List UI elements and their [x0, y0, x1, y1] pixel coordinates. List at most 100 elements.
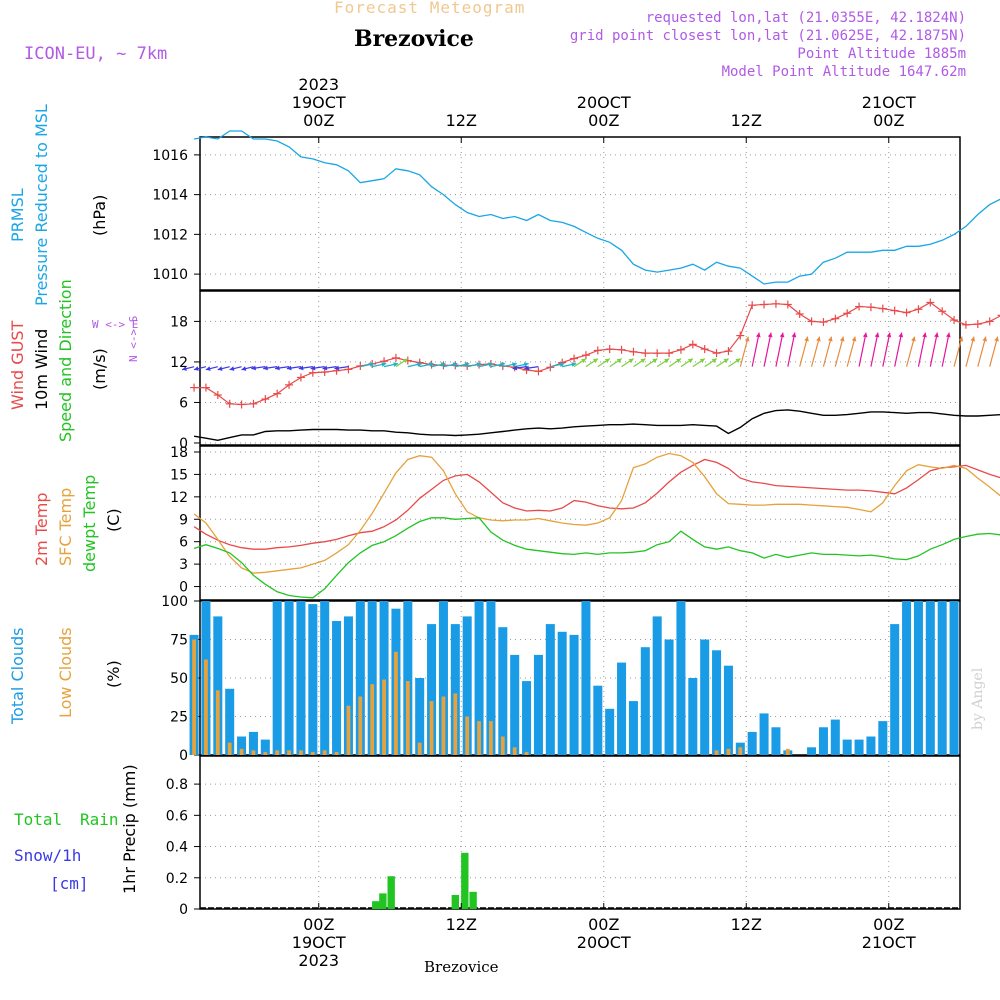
y-tick-label: 12	[170, 355, 188, 371]
low-cloud-bar	[334, 751, 339, 755]
requested-coords: requested lon,lat (21.0355E, 42.1824N)	[645, 10, 966, 26]
clouds-panel: 0 25 50 75 100	[161, 594, 961, 764]
total-cloud-bar	[593, 685, 603, 755]
wind-arrow-head	[523, 362, 529, 367]
wind-arrow	[799, 336, 809, 367]
total-cloud-bar	[925, 601, 935, 755]
wind-arrow	[989, 336, 999, 367]
footer-location: Brezovice	[424, 958, 499, 976]
wind-arrow	[941, 332, 950, 367]
wind-arrow-head	[862, 332, 868, 338]
total-cloud-bar	[486, 601, 496, 755]
precip-rain-label: Rain	[80, 810, 119, 829]
wind-arrow-head	[652, 358, 658, 364]
low-cloud-bar	[299, 750, 303, 755]
total-cloud-bar	[664, 639, 674, 755]
total-cloud-bar	[771, 727, 781, 755]
x-bottom-label: 20OCT	[577, 933, 631, 952]
total-cloud-bar	[308, 604, 318, 755]
wind-arrow-head	[604, 358, 610, 364]
meteogram-title: Forecast Meteogram	[334, 0, 526, 17]
pressure-line	[193, 130, 1000, 285]
low-cloud-bar	[405, 681, 410, 755]
low-cloud-bar	[489, 721, 493, 755]
low-cloud-bar	[465, 716, 470, 755]
wind-arrow	[858, 332, 867, 367]
total-cloud-bar	[498, 627, 508, 755]
wind-arrow-head	[512, 362, 517, 367]
wind-arrow-head	[592, 358, 598, 364]
low-cloud-bar	[394, 651, 398, 755]
total-cloud-bar	[747, 731, 757, 755]
y-tick-label: 1014	[152, 188, 188, 204]
wind-arrow-head	[263, 365, 268, 371]
y-tick-label: 0.6	[166, 808, 188, 824]
wind-arrow-head	[322, 365, 328, 371]
total-cloud-bar	[640, 647, 650, 755]
y-tick-label: 0	[179, 902, 188, 918]
wind-arrow-head	[982, 336, 987, 342]
total-cloud-bar	[700, 639, 710, 755]
total-cloud-bar	[379, 601, 389, 755]
wind-arrow-head	[699, 358, 705, 364]
wind-arrow-head	[958, 336, 964, 342]
total-cloud-bar	[296, 601, 306, 755]
low-cloud-bar	[417, 742, 422, 755]
total-cloud-bar	[807, 747, 817, 755]
wind-arrow-head	[640, 358, 646, 364]
low-cloud-bar	[524, 751, 529, 755]
wind-arrow-head	[381, 362, 387, 367]
wind-arrow-head	[723, 358, 729, 364]
wind-arrow-head	[369, 362, 375, 367]
total-cloud-bar	[427, 624, 437, 755]
x-bottom-label: 19OCT	[292, 933, 346, 952]
panel-frame	[199, 755, 961, 910]
wind-arrow	[763, 332, 772, 367]
dew-line	[193, 517, 1000, 599]
total-cloud-bar	[759, 713, 769, 755]
x-bottom-label: 12Z	[731, 915, 762, 934]
wind-arrow	[787, 332, 796, 367]
rain-bar	[461, 852, 469, 909]
total-cloud-bar	[474, 601, 484, 755]
low-cloud-bar	[239, 748, 244, 755]
wind-arrow-head	[804, 336, 809, 342]
panel-frame	[199, 445, 961, 601]
wind-arrow-head	[767, 332, 773, 338]
total-cloud-bar	[343, 616, 353, 755]
wind-arrow-head	[791, 332, 797, 338]
low-cloud-bar	[227, 742, 232, 755]
low-cloud-bar	[500, 736, 505, 755]
low-cloud-bar	[310, 751, 315, 755]
rain-bar	[469, 891, 477, 909]
y-tick-label: 0	[179, 580, 188, 596]
wind-arrow-head	[664, 358, 670, 364]
wind-arrow-head	[476, 362, 482, 367]
rain-bar	[372, 901, 380, 909]
low-cloud-bar	[429, 701, 434, 755]
wind-panel: 0 6 12 18	[170, 290, 1000, 452]
low-cloud-bar	[785, 748, 790, 755]
total-cloud-bar	[688, 678, 698, 755]
wind-arrow-head	[581, 358, 587, 364]
y-tick-label: 6	[179, 395, 188, 411]
total-cloud-bar	[557, 631, 567, 755]
total-cloud-bar	[712, 650, 722, 755]
x-top-label: 00Z	[873, 111, 904, 130]
y-tick-label: 0.8	[166, 777, 188, 793]
low-cloud-bar	[263, 751, 268, 755]
t2m-line	[193, 458, 1000, 550]
low-cloud-bar	[726, 748, 731, 755]
low-cloud-bar	[346, 705, 351, 755]
total-cloud-bar	[237, 736, 247, 755]
panel-frame	[199, 600, 961, 756]
total-cloud-bar	[450, 624, 460, 755]
y-tick-label: 0	[179, 748, 188, 764]
wind-arrow-head	[827, 336, 833, 342]
wind-arrow	[822, 336, 833, 367]
total-cloud-bar	[320, 601, 330, 755]
y-tick-label: 12	[170, 490, 188, 506]
total-cloud-bar	[628, 701, 638, 755]
wind-arrow-head	[711, 358, 717, 364]
